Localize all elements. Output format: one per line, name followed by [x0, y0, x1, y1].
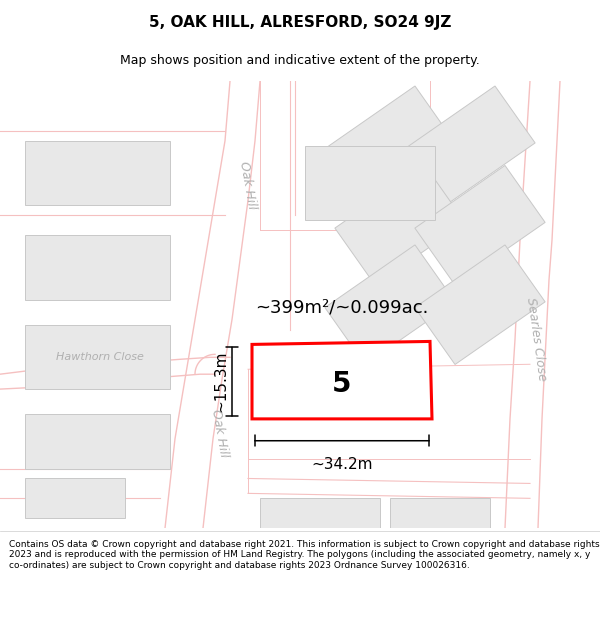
Text: 5: 5	[332, 370, 352, 398]
Bar	[295, 349, 380, 409]
Text: ~399m²/~0.099ac.: ~399m²/~0.099ac.	[256, 299, 428, 317]
Text: ~34.2m: ~34.2m	[311, 457, 373, 472]
Polygon shape	[325, 245, 455, 364]
Polygon shape	[335, 166, 465, 285]
Text: Oak Hill: Oak Hill	[238, 161, 259, 211]
Text: Oak Hill: Oak Hill	[209, 409, 230, 459]
Bar	[390, 498, 490, 528]
Text: Map shows position and indicative extent of the property.: Map shows position and indicative extent…	[120, 54, 480, 68]
Bar	[25, 414, 170, 469]
Bar	[305, 146, 435, 220]
Bar	[25, 141, 170, 206]
Polygon shape	[415, 166, 545, 285]
Bar	[260, 498, 380, 528]
Text: ~15.3m: ~15.3m	[213, 351, 228, 413]
Polygon shape	[415, 245, 545, 364]
Bar	[25, 324, 170, 389]
Text: Searles Close: Searles Close	[524, 297, 548, 382]
Polygon shape	[405, 86, 535, 206]
Bar	[25, 479, 125, 518]
Polygon shape	[325, 86, 455, 206]
Text: Contains OS data © Crown copyright and database right 2021. This information is : Contains OS data © Crown copyright and d…	[9, 540, 599, 569]
Text: Hawthorn Close: Hawthorn Close	[56, 352, 144, 362]
Text: 5, OAK HILL, ALRESFORD, SO24 9JZ: 5, OAK HILL, ALRESFORD, SO24 9JZ	[149, 15, 451, 30]
Polygon shape	[252, 341, 432, 419]
Bar	[25, 235, 170, 300]
